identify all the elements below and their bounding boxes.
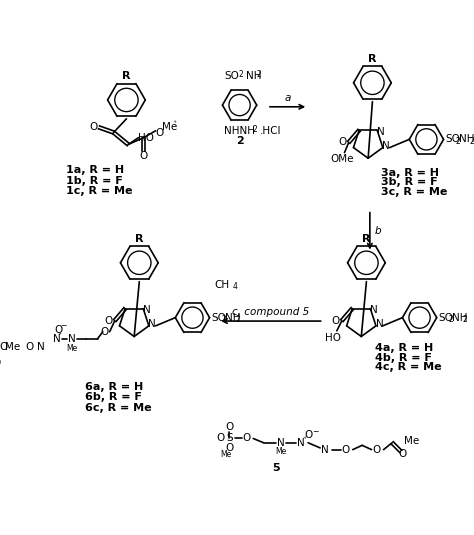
Text: 6c, R = Me: 6c, R = Me [85, 403, 152, 412]
Text: 1a, R = H: 1a, R = H [66, 165, 125, 175]
Text: O: O [139, 151, 148, 160]
Text: NH: NH [246, 71, 262, 81]
Text: 4: 4 [233, 282, 237, 291]
Text: 6a, R = H: 6a, R = H [85, 382, 144, 392]
Text: Me: Me [275, 447, 286, 456]
Text: NH: NH [459, 134, 474, 144]
Text: R: R [368, 54, 377, 64]
Text: Me: Me [163, 123, 178, 132]
Text: 5: 5 [273, 463, 280, 473]
Text: SO: SO [438, 312, 453, 323]
Text: O: O [338, 137, 347, 147]
Text: O: O [54, 325, 63, 335]
Text: N: N [377, 127, 384, 137]
Text: 2: 2 [253, 125, 257, 134]
Text: Me: Me [66, 345, 78, 354]
Text: O: O [217, 433, 225, 444]
Text: Me: Me [5, 342, 20, 352]
Text: Me: Me [220, 450, 231, 459]
Text: O: O [225, 422, 233, 432]
Text: 2: 2 [463, 315, 467, 324]
Text: 3a, R = H: 3a, R = H [381, 168, 439, 178]
Text: O: O [332, 316, 340, 326]
Text: 1b, R = F: 1b, R = F [66, 175, 123, 186]
Text: 3c, R = Me: 3c, R = Me [381, 187, 447, 197]
Text: −: − [60, 321, 66, 330]
Text: O: O [105, 316, 113, 326]
Text: O: O [373, 445, 381, 455]
Text: c, compound 5: c, compound 5 [232, 307, 310, 317]
Text: 2: 2 [235, 315, 240, 324]
Text: OMe: OMe [330, 155, 354, 164]
Text: N: N [297, 438, 305, 448]
Text: .HCl: .HCl [260, 126, 282, 136]
Text: ⁺: ⁺ [58, 331, 62, 340]
Text: 6b, R = F: 6b, R = F [85, 392, 142, 402]
Text: SO: SO [211, 312, 226, 323]
Text: 4c, R = Me: 4c, R = Me [375, 362, 442, 372]
Text: N: N [370, 305, 378, 315]
Text: 2: 2 [236, 136, 244, 146]
Text: O: O [90, 123, 98, 132]
Text: 3b, R = F: 3b, R = F [381, 177, 438, 187]
Text: O: O [155, 128, 163, 139]
Text: 2: 2 [257, 70, 262, 79]
Text: 2: 2 [221, 315, 226, 324]
Text: N: N [68, 334, 76, 343]
Text: HO: HO [325, 333, 341, 343]
Text: O: O [0, 342, 8, 352]
Text: N: N [143, 305, 151, 315]
Text: N: N [37, 342, 45, 352]
Text: 2: 2 [469, 136, 474, 146]
Text: ⁺: ⁺ [173, 119, 177, 128]
Text: O: O [342, 445, 350, 455]
Text: O: O [100, 327, 109, 337]
Text: 4b, R = F: 4b, R = F [375, 353, 432, 363]
Text: R: R [362, 234, 371, 244]
Text: NHNH: NHNH [224, 126, 255, 136]
Text: S: S [226, 433, 233, 444]
Text: SO: SO [225, 71, 239, 81]
Text: 1c, R = Me: 1c, R = Me [66, 186, 133, 196]
Text: HO: HO [138, 133, 155, 143]
Text: NH: NH [452, 312, 468, 323]
Text: O: O [398, 449, 407, 459]
Text: 4a, R = H: 4a, R = H [375, 343, 433, 354]
Text: SO: SO [445, 134, 460, 144]
Text: −: − [312, 427, 318, 436]
Text: N: N [277, 438, 284, 448]
Text: a: a [284, 93, 291, 103]
Text: N: N [53, 334, 60, 343]
Text: R: R [122, 71, 131, 81]
Text: ⁺: ⁺ [303, 435, 307, 444]
Text: O: O [225, 443, 233, 453]
Text: CH: CH [214, 280, 229, 290]
Text: Me: Me [404, 436, 419, 446]
Text: R: R [135, 234, 144, 244]
Text: N: N [148, 319, 156, 329]
Text: N: N [383, 141, 390, 151]
Text: N: N [375, 319, 383, 329]
Text: O: O [25, 342, 33, 352]
Text: O: O [242, 433, 251, 444]
Text: O: O [304, 430, 312, 440]
Text: 2: 2 [449, 315, 454, 324]
Text: 2: 2 [456, 136, 460, 146]
Text: NH: NH [225, 312, 240, 323]
Text: N: N [321, 445, 329, 455]
Text: b: b [375, 226, 382, 236]
Text: 2: 2 [239, 70, 244, 79]
